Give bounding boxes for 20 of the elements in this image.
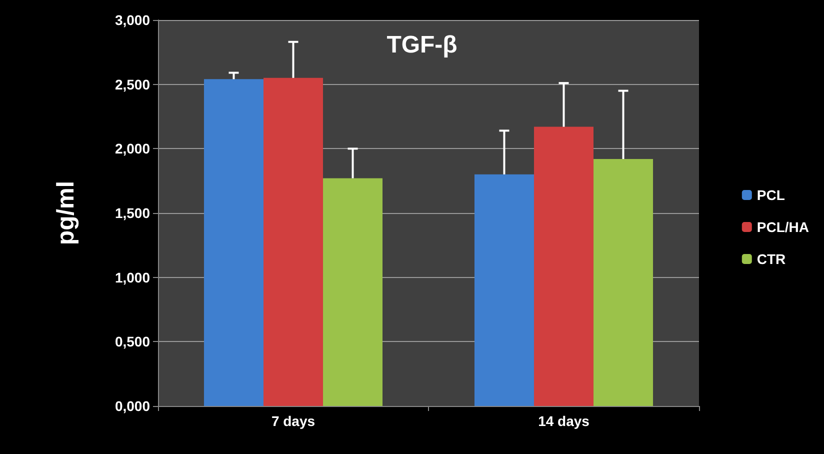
- x-tick-label: 7 days: [271, 413, 316, 429]
- y-tick-label: 1,000: [114, 269, 150, 286]
- y-tick-label: 1,500: [114, 205, 150, 221]
- y-tick-label: 2,500: [114, 76, 150, 92]
- bar: [474, 174, 534, 406]
- bar: [263, 78, 324, 406]
- text: TGF-β: [386, 32, 458, 58]
- bar: [323, 178, 383, 406]
- bar: [534, 126, 594, 406]
- legend-label: PCL: [756, 187, 786, 203]
- bar: [594, 158, 654, 406]
- bar: [204, 79, 264, 406]
- legend-label: CTR: [756, 251, 786, 267]
- y-tick-label: 0,500: [114, 334, 150, 350]
- y-tick-label: 2,000: [114, 140, 150, 157]
- y-axis-title: pg/ml: [52, 181, 80, 245]
- legend-label: PCL/HA: [756, 219, 810, 235]
- y-tick-label: 3,000: [114, 12, 150, 28]
- y-tick-label: 0,000: [114, 398, 150, 414]
- x-tick-label: 14 days: [538, 413, 590, 429]
